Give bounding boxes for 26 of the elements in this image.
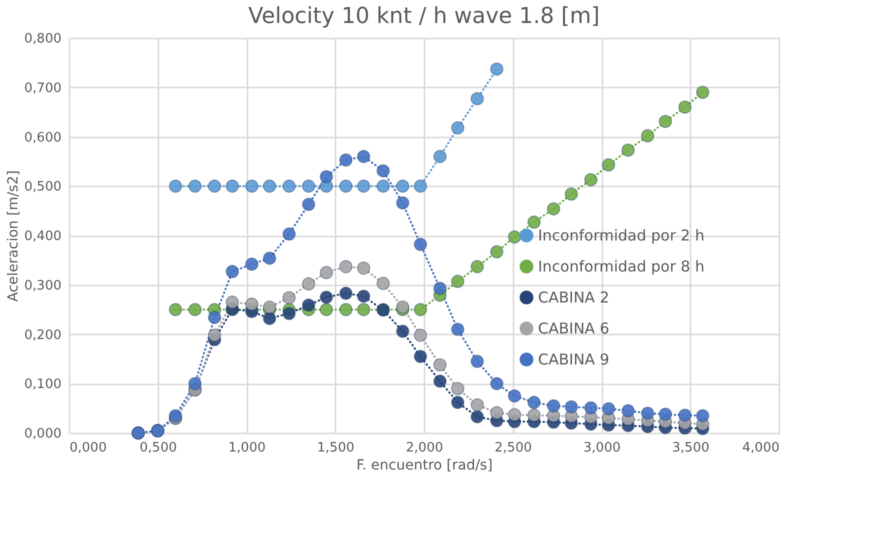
y-axis-title: Aceleracion [m/s2]: [5, 170, 22, 302]
y-tick-label: 0,000: [24, 426, 62, 442]
x-tick-label: 3,000: [583, 440, 621, 456]
x-tick-label: 3,500: [672, 440, 710, 456]
x-tick-label: 1,500: [317, 440, 354, 456]
legend-label: Inconformidad por 8 h: [538, 258, 704, 276]
x-tick-label: 1,000: [228, 440, 266, 456]
y-tick-label: 0,300: [24, 278, 62, 294]
x-axis-title: F. encuentro [rad/s]: [356, 458, 493, 474]
x-tick-label: 0,500: [140, 440, 177, 456]
y-tick-label: 0,800: [24, 32, 62, 46]
y-tick-label: 0,600: [24, 130, 62, 146]
y-tick-label: 0,400: [24, 229, 62, 244]
chart-title: Velocity 10 knt / h wave 1.8 [m]: [248, 4, 600, 29]
y-tick-label: 0,100: [24, 377, 62, 392]
y-tick-label: 0,500: [24, 180, 62, 195]
y-tick-label: 0,200: [24, 328, 62, 343]
legend-label: Inconformidad por 2 h: [538, 226, 704, 244]
x-tick-label: 4,000: [742, 440, 780, 456]
x-tick-label: 2,000: [406, 440, 444, 456]
y-tick-label: 0,700: [24, 80, 62, 96]
legend-label: CABINA 6: [538, 320, 610, 338]
x-tick-label: 2,500: [494, 440, 532, 456]
x-tick-label: 0,000: [70, 440, 107, 456]
legend-label: CABINA 2: [538, 288, 610, 306]
legend-label: CABINA 9: [538, 350, 610, 368]
